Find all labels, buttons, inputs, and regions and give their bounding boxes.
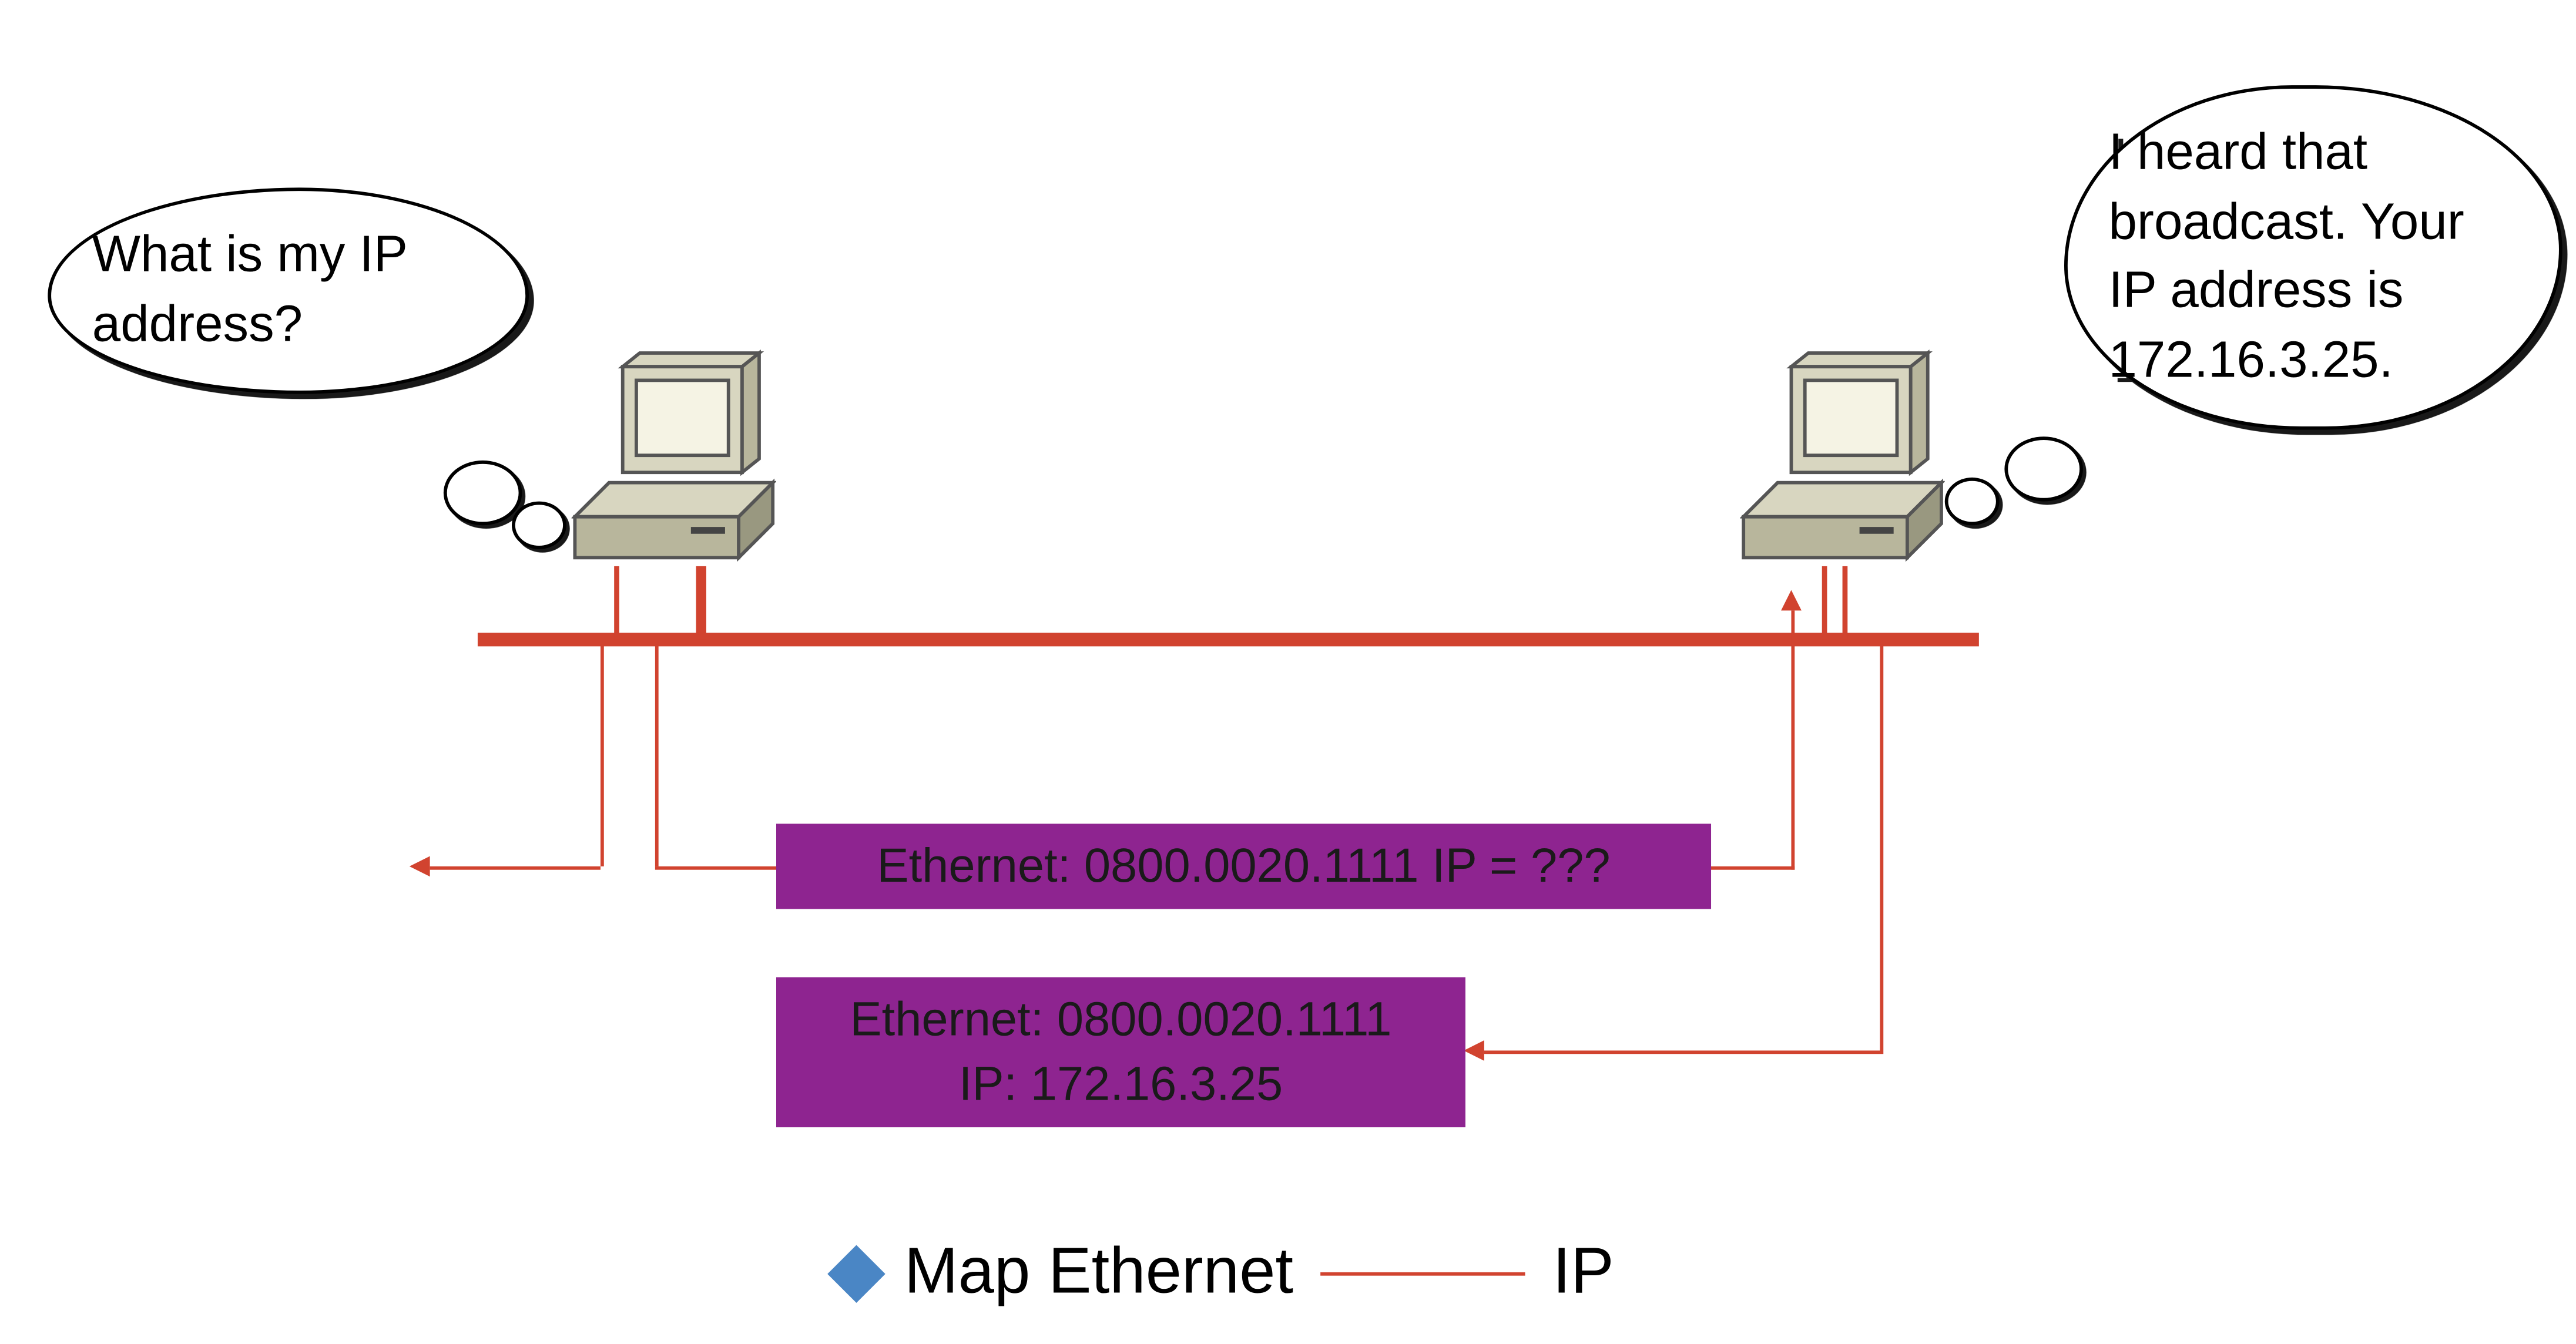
bcast-down	[601, 644, 604, 866]
req-down-left	[655, 644, 659, 866]
thought-text-left: What is my IP address?	[48, 187, 529, 394]
legend-line-icon	[1321, 1271, 1525, 1275]
reply-left-in	[1484, 1050, 1880, 1054]
conn-left-2	[696, 566, 706, 640]
req-into-box	[655, 866, 780, 870]
bubble-puff-1	[444, 461, 522, 525]
legend-label-2: IP	[1552, 1237, 1614, 1310]
bubble-puff-2	[512, 502, 566, 549]
thought-bubble-left: What is my IP address?	[48, 187, 529, 394]
bcast-arrowhead	[410, 856, 430, 876]
conn-right-2	[1843, 566, 1848, 640]
thought-text-right: I heard that broadcast. Your IP address …	[2064, 85, 2562, 429]
packet-request: Ethernet: 0800.0020.1111 IP = ???	[776, 824, 1711, 909]
packet-reply-line2: IP: 172.16.3.25	[959, 1057, 1283, 1110]
req-right-out	[1706, 866, 1795, 870]
conn-left-1	[614, 566, 619, 640]
packet-reply: Ethernet: 0800.0020.1111 IP: 172.16.3.25	[776, 977, 1465, 1127]
computer-right	[1740, 350, 1944, 571]
legend-diamond-icon	[827, 1244, 886, 1302]
packet-reply-line1: Ethernet: 0800.0020.1111	[850, 993, 1391, 1046]
computer-icon	[1740, 350, 1944, 571]
req-up-right	[1791, 610, 1795, 869]
legend: Map Ethernet IP	[836, 1237, 1614, 1310]
thought-bubble-right: I heard that broadcast. Your IP address …	[2064, 85, 2562, 429]
reply-arrowhead	[1464, 1040, 1484, 1061]
bubble-puff-4	[1945, 478, 2000, 525]
bcast-left	[430, 866, 601, 870]
computer-icon	[572, 350, 776, 571]
computer-left	[572, 350, 776, 571]
reply-down-right	[1880, 644, 1883, 1054]
bubble-puff-3	[2004, 436, 2083, 501]
packet-request-text: Ethernet: 0800.0020.1111 IP = ???	[877, 839, 1610, 892]
conn-right-1	[1822, 566, 1827, 640]
legend-label-1: Map Ethernet	[904, 1237, 1293, 1310]
req-arrowhead-up	[1781, 590, 1802, 611]
